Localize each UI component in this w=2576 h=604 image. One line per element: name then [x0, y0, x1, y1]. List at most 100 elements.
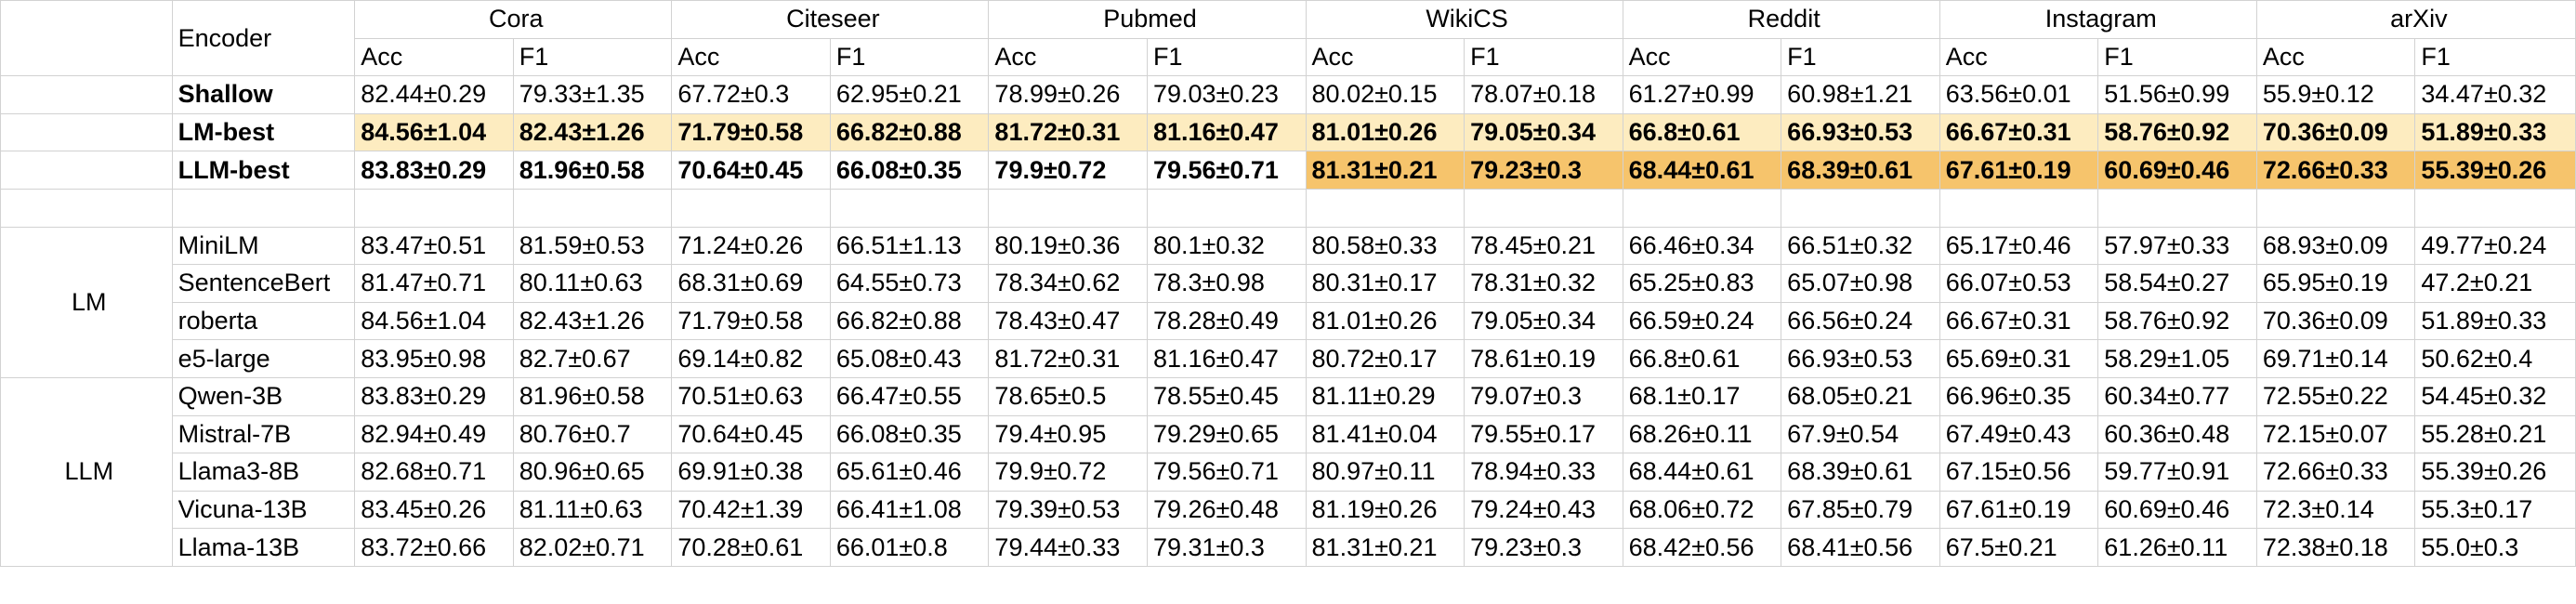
value-cell[interactable]: 34.47±0.32 — [2414, 75, 2576, 114]
value-cell[interactable]: 58.29±1.05 — [2097, 339, 2257, 378]
value-cell[interactable]: 65.25±0.83 — [1622, 264, 1782, 303]
value-cell[interactable]: 79.05±0.34 — [1464, 112, 1623, 152]
value-cell[interactable]: 80.19±0.36 — [988, 226, 1148, 266]
value-cell[interactable]: 68.31±0.69 — [671, 264, 831, 303]
empty-cell[interactable] — [0, 112, 173, 152]
value-cell[interactable]: 83.45±0.26 — [354, 490, 514, 530]
value-cell[interactable]: 81.96±0.58 — [512, 151, 673, 190]
value-cell[interactable]: 78.65±0.5 — [988, 376, 1148, 416]
value-cell[interactable]: 81.01±0.26 — [1305, 112, 1465, 152]
value-cell[interactable]: 65.61±0.46 — [829, 453, 990, 492]
value-cell[interactable]: 67.85±0.79 — [1781, 490, 1940, 530]
value-cell[interactable]: 69.14±0.82 — [671, 339, 831, 378]
value-cell[interactable]: 78.43±0.47 — [988, 301, 1148, 341]
empty-cell[interactable] — [1305, 188, 1465, 228]
value-cell[interactable]: 67.15±0.56 — [1939, 453, 2099, 492]
dataset-header-reddit[interactable]: Reddit — [1622, 0, 1940, 39]
value-cell[interactable]: 65.69±0.31 — [1939, 339, 2099, 378]
value-cell[interactable]: 60.36±0.48 — [2097, 414, 2257, 454]
empty-cell[interactable] — [1939, 188, 2099, 228]
value-cell[interactable]: 65.17±0.46 — [1939, 226, 2099, 266]
value-cell[interactable]: 81.16±0.47 — [1146, 112, 1307, 152]
value-cell[interactable]: 80.31±0.17 — [1305, 264, 1465, 303]
value-cell[interactable]: 80.72±0.17 — [1305, 339, 1465, 378]
value-cell[interactable]: 70.51±0.63 — [671, 376, 831, 416]
value-cell[interactable]: 58.76±0.92 — [2097, 112, 2257, 152]
value-cell[interactable]: 66.8±0.61 — [1622, 112, 1782, 152]
value-cell[interactable]: 81.72±0.31 — [988, 339, 1148, 378]
value-cell[interactable]: 63.56±0.01 — [1939, 75, 2099, 114]
model-name[interactable]: e5-large — [171, 339, 356, 378]
value-cell[interactable]: 78.99±0.26 — [988, 75, 1148, 114]
empty-cell[interactable] — [2414, 188, 2576, 228]
value-cell[interactable]: 62.95±0.21 — [829, 75, 990, 114]
value-cell[interactable]: 81.59±0.53 — [512, 226, 673, 266]
value-cell[interactable]: 66.08±0.35 — [829, 414, 990, 454]
metric-header[interactable]: Acc — [988, 37, 1148, 77]
value-cell[interactable]: 81.11±0.29 — [1305, 376, 1465, 416]
value-cell[interactable]: 70.42±1.39 — [671, 490, 831, 530]
value-cell[interactable]: 66.01±0.8 — [829, 528, 990, 567]
metric-header[interactable]: Acc — [1939, 37, 2099, 77]
empty-cell[interactable] — [0, 75, 173, 114]
metric-header[interactable]: Acc — [1622, 37, 1782, 77]
empty-cell[interactable] — [1146, 188, 1307, 228]
value-cell[interactable]: 79.23±0.3 — [1464, 528, 1623, 567]
value-cell[interactable]: 78.55±0.45 — [1146, 376, 1307, 416]
value-cell[interactable]: 55.9±0.12 — [2255, 75, 2416, 114]
model-name[interactable]: Llama-13B — [171, 528, 356, 567]
value-cell[interactable]: 78.3±0.98 — [1146, 264, 1307, 303]
model-name[interactable]: roberta — [171, 301, 356, 341]
value-cell[interactable]: 66.59±0.24 — [1622, 301, 1782, 341]
value-cell[interactable]: 55.28±0.21 — [2414, 414, 2576, 454]
metric-header[interactable]: Acc — [2255, 37, 2416, 77]
dataset-header-arxiv[interactable]: arXiv — [2255, 0, 2576, 39]
value-cell[interactable]: 79.29±0.65 — [1146, 414, 1307, 454]
empty-cell[interactable] — [2097, 188, 2257, 228]
value-cell[interactable]: 72.66±0.33 — [2255, 453, 2416, 492]
empty-cell[interactable] — [354, 188, 514, 228]
value-cell[interactable]: 79.4±0.95 — [988, 414, 1148, 454]
value-cell[interactable]: 71.79±0.58 — [671, 112, 831, 152]
model-name[interactable]: MiniLM — [171, 226, 356, 266]
value-cell[interactable]: 66.47±0.55 — [829, 376, 990, 416]
model-name[interactable]: Qwen-3B — [171, 376, 356, 416]
value-cell[interactable]: 81.72±0.31 — [988, 112, 1148, 152]
value-cell[interactable]: 81.16±0.47 — [1146, 339, 1307, 378]
value-cell[interactable]: 82.43±1.26 — [512, 301, 673, 341]
value-cell[interactable]: 70.36±0.09 — [2255, 301, 2416, 341]
value-cell[interactable]: 79.9±0.72 — [988, 453, 1148, 492]
value-cell[interactable]: 82.94±0.49 — [354, 414, 514, 454]
value-cell[interactable]: 60.34±0.77 — [2097, 376, 2257, 416]
value-cell[interactable]: 83.47±0.51 — [354, 226, 514, 266]
value-cell[interactable]: 70.64±0.45 — [671, 414, 831, 454]
value-cell[interactable]: 72.38±0.18 — [2255, 528, 2416, 567]
metric-header[interactable]: Acc — [671, 37, 831, 77]
value-cell[interactable]: 66.08±0.35 — [829, 151, 990, 190]
row-label[interactable]: LLM-best — [171, 151, 356, 190]
empty-cell[interactable] — [1464, 188, 1623, 228]
value-cell[interactable]: 65.07±0.98 — [1781, 264, 1940, 303]
value-cell[interactable]: 82.44±0.29 — [354, 75, 514, 114]
value-cell[interactable]: 79.03±0.23 — [1146, 75, 1307, 114]
value-cell[interactable]: 79.39±0.53 — [988, 490, 1148, 530]
value-cell[interactable]: 65.08±0.43 — [829, 339, 990, 378]
value-cell[interactable]: 83.83±0.29 — [354, 151, 514, 190]
value-cell[interactable]: 68.44±0.61 — [1622, 151, 1782, 190]
value-cell[interactable]: 82.02±0.71 — [512, 528, 673, 567]
value-cell[interactable]: 66.56±0.24 — [1781, 301, 1940, 341]
value-cell[interactable]: 79.31±0.3 — [1146, 528, 1307, 567]
value-cell[interactable]: 71.24±0.26 — [671, 226, 831, 266]
value-cell[interactable]: 80.76±0.7 — [512, 414, 673, 454]
value-cell[interactable]: 66.46±0.34 — [1622, 226, 1782, 266]
metric-header[interactable]: F1 — [1464, 37, 1623, 77]
empty-cell[interactable] — [512, 188, 673, 228]
dataset-header-wikics[interactable]: WikiCS — [1305, 0, 1623, 39]
value-cell[interactable]: 60.69±0.46 — [2097, 490, 2257, 530]
value-cell[interactable]: 55.39±0.26 — [2414, 151, 2576, 190]
value-cell[interactable]: 80.11±0.63 — [512, 264, 673, 303]
model-name[interactable]: SentenceBert — [171, 264, 356, 303]
value-cell[interactable]: 81.96±0.58 — [512, 376, 673, 416]
value-cell[interactable]: 78.94±0.33 — [1464, 453, 1623, 492]
value-cell[interactable]: 67.72±0.3 — [671, 75, 831, 114]
